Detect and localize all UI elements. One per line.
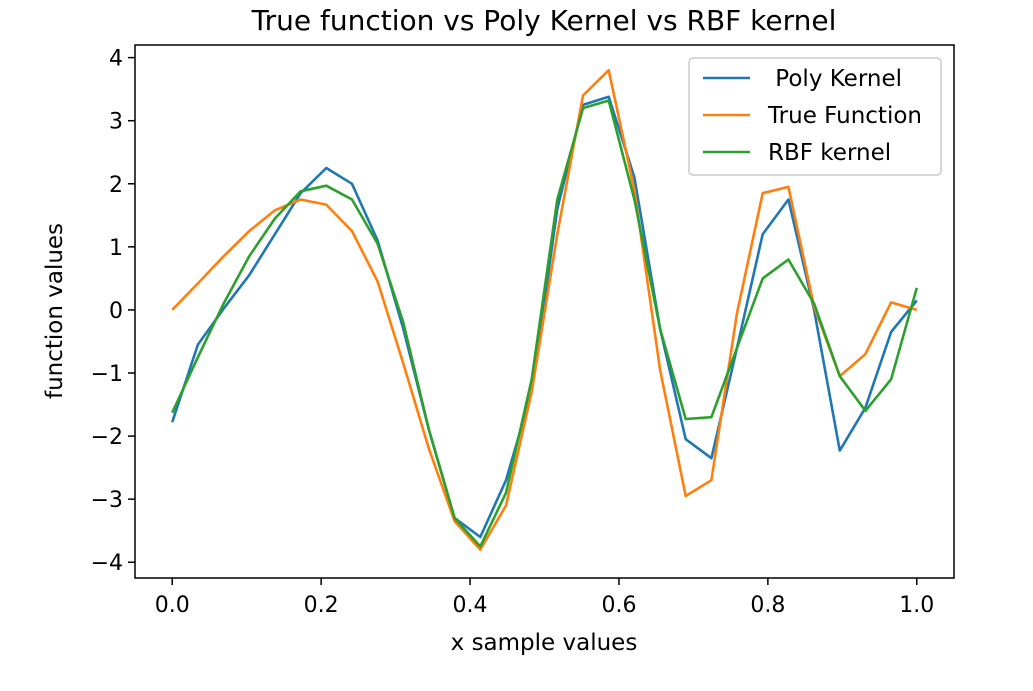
series-line-2 [171,99,919,548]
y-tick-label: −4 [91,551,123,576]
x-tick-label: 1.0 [899,593,934,618]
series-line-1 [171,68,918,551]
y-tick-label: 1 [109,236,123,261]
y-axis: 4 3 2 1 0 −1 −2 −3 −4 [91,47,135,576]
x-tick-label: 0.4 [453,593,488,618]
legend-box [688,57,942,176]
y-tick-label: 0 [109,299,123,324]
y-tick-label: −3 [91,488,123,513]
plot-frame [134,44,955,579]
y-tick-label: −2 [91,425,123,450]
y-axis-label: function values [42,223,68,399]
legend-label-0: Poly Kernel [768,66,902,92]
chart-title: True function vs Poly Kernel vs RBF kern… [251,4,837,37]
x-axis: 0.0 0.2 0.4 0.6 0.8 1.0 [155,578,934,618]
legend: Poly Kernel True Function RBF kernel [688,57,942,176]
x-axis-label: x sample values [451,630,638,656]
x-tick-label: 0.6 [601,593,636,618]
legend-label-1: True Function [767,103,922,129]
legend-label-2: RBF kernel [768,140,891,166]
x-tick-label: 0.0 [155,593,190,618]
y-tick-label: 4 [109,47,123,72]
x-tick-label: 0.2 [304,593,339,618]
y-tick-label: 2 [109,173,123,198]
x-tick-label: 0.8 [750,593,785,618]
y-tick-label: 3 [109,110,123,135]
plot-lines [170,68,919,551]
y-tick-label: −1 [91,362,123,387]
